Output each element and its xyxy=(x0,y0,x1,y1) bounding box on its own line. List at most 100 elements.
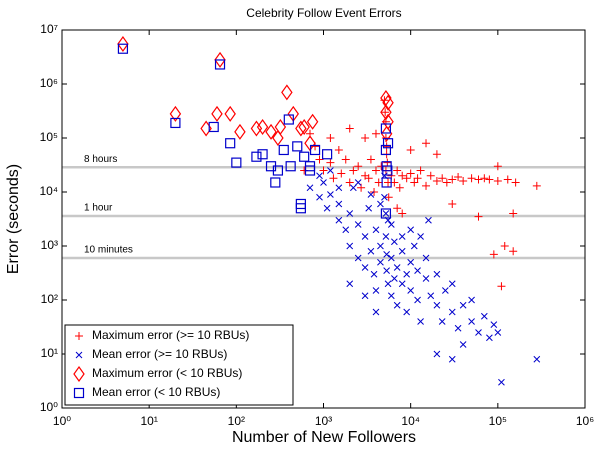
x-marker xyxy=(361,292,369,300)
plus-marker xyxy=(493,176,502,185)
y-axis-label: Error (seconds) xyxy=(5,164,22,274)
plus-marker xyxy=(432,150,441,159)
x-tick-label: 10³ xyxy=(315,414,332,428)
y-tick-label: 10³ xyxy=(41,238,58,252)
plus-marker xyxy=(366,155,375,164)
plus-marker xyxy=(341,155,350,164)
x-marker xyxy=(454,324,462,332)
x-marker xyxy=(361,233,369,240)
square-marker xyxy=(380,123,392,134)
x-marker xyxy=(316,172,323,180)
x-marker xyxy=(306,184,314,192)
plus-marker xyxy=(334,145,343,154)
x-marker xyxy=(361,264,369,271)
x-marker xyxy=(377,200,384,208)
square-marker xyxy=(214,59,226,70)
plus-marker xyxy=(384,193,393,202)
plus-marker xyxy=(532,181,541,190)
x-marker xyxy=(498,378,505,386)
square-marker xyxy=(380,144,392,156)
plus-marker xyxy=(75,332,83,340)
x-marker xyxy=(335,200,343,208)
x-marker xyxy=(391,275,398,282)
diamond-marker xyxy=(234,123,246,140)
x-marker xyxy=(393,264,401,271)
square-marker xyxy=(231,157,242,168)
diamond-marker xyxy=(224,105,236,122)
plus-marker xyxy=(509,247,518,256)
plus-marker xyxy=(503,175,512,184)
x-tick-label: 10² xyxy=(228,414,245,428)
plot-frame xyxy=(61,29,586,409)
x-marker xyxy=(475,329,482,336)
x-marker xyxy=(414,267,421,274)
x-axis-label: Number of New Followers xyxy=(232,429,416,446)
plus-marker xyxy=(406,169,415,178)
plus-marker xyxy=(393,166,402,175)
plus-marker xyxy=(485,175,494,184)
x-marker xyxy=(387,221,395,228)
x-marker xyxy=(342,226,350,234)
x-marker xyxy=(346,210,354,217)
x-tick-label: 10⁰ xyxy=(53,414,71,428)
plus-marker xyxy=(467,174,476,183)
x-marker xyxy=(327,191,334,198)
x-marker xyxy=(425,216,432,224)
plus-marker xyxy=(497,282,506,291)
plus-marker xyxy=(422,139,431,148)
square-marker xyxy=(270,177,281,188)
reference-label: 10 minutes xyxy=(84,245,133,256)
square-marker xyxy=(278,144,289,156)
plus-marker xyxy=(398,171,407,180)
square-marker xyxy=(251,151,262,162)
plus-marker xyxy=(480,174,489,183)
plus-marker xyxy=(349,166,358,175)
plus-marker xyxy=(402,174,411,183)
x-marker xyxy=(448,308,456,316)
legend-label: Maximum error (>= 10 RBUs) xyxy=(92,328,249,342)
x-marker xyxy=(382,210,390,217)
legend-label: Maximum error (< 10 RBUs) xyxy=(92,366,242,380)
y-tick-label: 10⁴ xyxy=(39,184,58,198)
diamond-marker xyxy=(250,120,263,137)
square-marker xyxy=(381,177,392,188)
plus-marker xyxy=(395,183,404,192)
diamond-marker xyxy=(169,105,182,122)
plus-marker xyxy=(410,178,419,187)
square-marker xyxy=(292,141,303,152)
x-marker xyxy=(533,355,541,363)
legend-label: Mean error (>= 10 RBUs) xyxy=(92,347,227,361)
plus-marker xyxy=(345,178,354,187)
y-tick-label: 10⁰ xyxy=(40,400,58,414)
x-marker xyxy=(365,204,373,212)
plus-marker xyxy=(364,174,373,183)
x-marker xyxy=(335,184,343,192)
legend-label: Mean error (< 10 RBUs) xyxy=(92,385,220,399)
x-marker xyxy=(391,238,398,246)
plus-marker xyxy=(381,108,390,117)
plus-marker xyxy=(354,162,363,171)
plus-marker xyxy=(371,129,380,138)
legend: Maximum error (>= 10 RBUs) Mean error (>=… xyxy=(64,324,294,406)
square-marker xyxy=(285,161,296,172)
x-marker xyxy=(468,296,475,304)
x-marker xyxy=(494,329,502,336)
x-marker xyxy=(384,280,392,288)
x-tick-label: 10⁶ xyxy=(576,414,594,428)
x-marker xyxy=(433,301,441,309)
x-marker xyxy=(377,258,384,266)
square-marker xyxy=(170,117,181,129)
plus-marker xyxy=(438,174,447,183)
x-marker xyxy=(448,280,456,288)
x-marker xyxy=(75,351,83,359)
reference-label: 8 hours xyxy=(84,154,117,165)
x-marker xyxy=(370,270,378,278)
plus-marker xyxy=(459,176,468,185)
square-marker xyxy=(382,165,393,176)
plus-marker xyxy=(371,166,380,175)
x-marker xyxy=(414,296,421,304)
diamond-marker xyxy=(214,51,226,68)
plus-marker xyxy=(432,176,441,185)
x-marker xyxy=(381,193,388,201)
square-marker xyxy=(309,144,321,156)
